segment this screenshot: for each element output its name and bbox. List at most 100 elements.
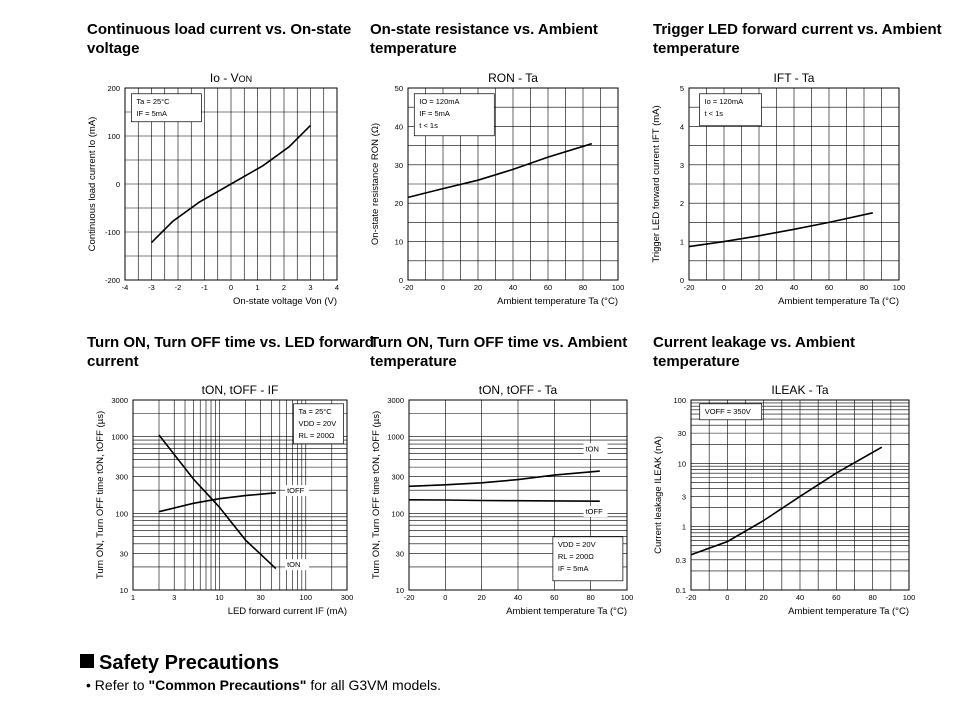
chart-title: Current leakage vs. Ambient temperature xyxy=(653,334,856,370)
annotation-box: Ta = 25°C IF = 5mA xyxy=(131,93,202,123)
x-tick-label: 100 xyxy=(903,593,916,602)
chart-subtitle: Io - VON xyxy=(210,71,252,85)
x-tick-label: -20 xyxy=(684,283,695,292)
x-tick-label: 0 xyxy=(725,593,729,602)
x-tick-label: 40 xyxy=(790,283,798,292)
annotation-frame xyxy=(413,93,495,137)
annotation-text: Ta = 25°C xyxy=(136,97,170,106)
x-tick-label: 20 xyxy=(474,283,482,292)
y-tick-label: 30 xyxy=(396,549,404,558)
plot-frame xyxy=(690,399,910,591)
y-axis-label: Trigger LED forward current IFT (mA) xyxy=(651,105,662,262)
x-tick-label: -3 xyxy=(148,283,155,292)
series-label: tOFF xyxy=(287,486,304,495)
chart-svg: ILEAK - Ta -20 0 20 40 60 80 100 0.1 0.3 1 3 10 30 100… xyxy=(653,383,916,617)
x-tick-label: 20 xyxy=(759,593,767,602)
series-line xyxy=(150,124,312,244)
x-tick-label: 10 xyxy=(215,593,223,602)
x-tick-label: 20 xyxy=(477,593,485,602)
x-tick-label: 1 xyxy=(255,283,259,292)
x-tick-label: 60 xyxy=(544,283,552,292)
plot-frame xyxy=(688,87,900,281)
x-tick-label: 60 xyxy=(825,283,833,292)
annotation-text: t < 1s xyxy=(705,109,724,118)
x-tick-label: 0 xyxy=(443,593,447,602)
y-tick-label: 2 xyxy=(680,199,684,208)
annotation-frame xyxy=(131,93,202,123)
y-tick-label: 100 xyxy=(673,396,686,405)
x-tick-label: 30 xyxy=(256,593,264,602)
x-tick-label: -20 xyxy=(404,593,415,602)
chart-ileak-ta: Current leakage vs. Ambient temperature … xyxy=(653,333,953,633)
y-tick-label: 0 xyxy=(680,276,684,285)
grid xyxy=(132,399,348,591)
series-line xyxy=(690,446,883,556)
x-tick-label: 60 xyxy=(832,593,840,602)
annotation-text: t < 1s xyxy=(419,121,438,130)
y-tick-label: 10 xyxy=(395,238,403,247)
x-tick-label: 100 xyxy=(893,283,906,292)
note-prefix: • Refer to xyxy=(86,677,149,693)
subtitle-sub: ON xyxy=(239,74,253,84)
x-tick-label: 80 xyxy=(586,593,594,602)
x-tick-label: 40 xyxy=(509,283,517,292)
safety-heading-text: Safety Precautions xyxy=(99,652,280,674)
chart-title: Trigger LED forward current vs. Ambient … xyxy=(653,21,942,57)
x-tick-label: 40 xyxy=(514,593,522,602)
x-tick-label: 60 xyxy=(550,593,558,602)
annotation-frame xyxy=(552,536,624,582)
plot-frame xyxy=(124,87,338,281)
series-label: tON xyxy=(287,560,300,569)
series-label: tOFF xyxy=(586,507,603,516)
x-tick-label: -4 xyxy=(122,283,129,292)
x-tick-label: 3 xyxy=(308,283,312,292)
x-tick-label: 80 xyxy=(860,283,868,292)
series-label-bg xyxy=(285,559,310,571)
chart-title: Turn ON, Turn OFF time vs. LED forward c… xyxy=(87,334,374,370)
annotation-text: RL = 200Ω xyxy=(558,552,594,561)
y-tick-label: 5 xyxy=(680,84,684,93)
y-axis-label: On-state resistance RON (Ω) xyxy=(370,123,381,245)
y-tick-label: 200 xyxy=(107,84,120,93)
y-tick-label: 3000 xyxy=(387,396,404,405)
safety-heading: Safety Precautions xyxy=(80,652,279,675)
y-tick-label: 3 xyxy=(682,492,686,501)
y-tick-label: 20 xyxy=(395,199,403,208)
x-tick-label: 80 xyxy=(579,283,587,292)
plot-frame xyxy=(408,399,628,591)
grid xyxy=(408,399,628,591)
annotation-frame xyxy=(293,403,344,445)
series-line xyxy=(158,434,277,570)
series-label-bg xyxy=(285,485,310,497)
annotation-text: IO = 120mA xyxy=(419,97,459,106)
plot-frame xyxy=(407,87,619,281)
annotation-text: Io = 120mA xyxy=(705,97,744,106)
x-axis-label: Ambient temperature Ta (°C) xyxy=(788,606,909,617)
chart-ron-ta: On-state resistance vs. Ambient temperat… xyxy=(370,20,670,320)
x-tick-label: 40 xyxy=(796,593,804,602)
x-tick-label: 100 xyxy=(612,283,625,292)
grid xyxy=(690,399,910,591)
chart-svg: Io - VON -4 -3 -2 -1 0 1 2 3 4 -200 -100 0 100 200 On-s… xyxy=(87,71,339,307)
chart-ift-ta: Trigger LED forward current vs. Ambient … xyxy=(651,20,953,320)
x-tick-label: 0 xyxy=(229,283,233,292)
y-tick-label: -100 xyxy=(105,228,120,237)
y-tick-label: 30 xyxy=(120,549,128,558)
series-line xyxy=(158,492,276,513)
y-tick-label: 10 xyxy=(396,586,404,595)
chart-ton-toff-if: Turn ON, Turn OFF time vs. LED forward c… xyxy=(87,333,387,633)
y-tick-label: 0 xyxy=(399,276,403,285)
y-tick-label: 30 xyxy=(678,429,686,438)
x-tick-label: 0 xyxy=(441,283,445,292)
note-link-text: "Common Precautions" xyxy=(148,677,307,693)
x-tick-label: 1 xyxy=(131,593,135,602)
y-tick-label: 40 xyxy=(395,122,403,131)
chart-subtitle: tON, tOFF - Ta xyxy=(479,383,558,397)
x-tick-label: 300 xyxy=(341,593,354,602)
chart-subtitle: tON, tOFF - IF xyxy=(202,383,279,397)
annotation-box: Io = 120mA t < 1s xyxy=(699,93,762,127)
annotation-text: VDD = 20V xyxy=(299,419,337,428)
y-tick-label: 100 xyxy=(115,509,128,518)
note-suffix: for all G3VM models. xyxy=(306,677,442,693)
